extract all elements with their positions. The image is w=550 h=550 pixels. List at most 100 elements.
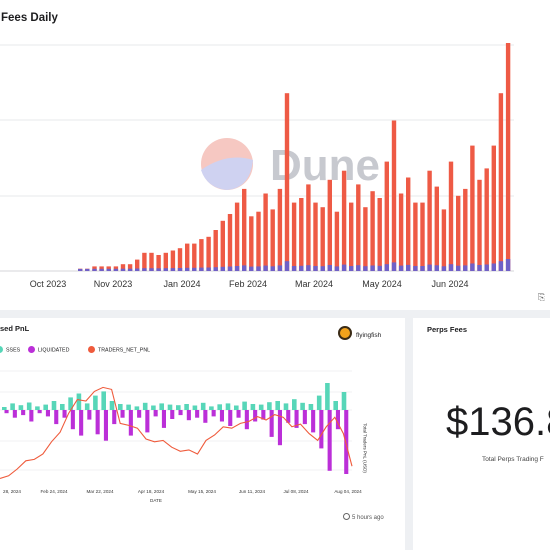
losses-bar xyxy=(217,404,222,410)
liquidated-bar xyxy=(79,410,84,436)
fee-bar xyxy=(370,191,375,271)
losses-bar xyxy=(308,404,314,410)
liquidated-bar xyxy=(203,410,208,423)
liquidated-bar xyxy=(195,410,200,418)
liquidated-bar xyxy=(21,410,26,416)
liquidated-bar xyxy=(128,410,133,436)
fees-x-tick-label: Jun 2024 xyxy=(431,279,468,289)
legend-item-net-pnl[interactable]: TRADERS_NET_PNL xyxy=(88,346,150,354)
losses-bar xyxy=(192,405,198,410)
losses-bar xyxy=(209,406,214,410)
liquidated-bar xyxy=(327,410,332,471)
losses-bar xyxy=(10,403,15,410)
fee-bar xyxy=(92,266,97,271)
fee-bar xyxy=(384,161,389,271)
fee-bar-base xyxy=(106,268,111,271)
fee-bar xyxy=(313,202,318,271)
liquidated-bar xyxy=(70,410,75,430)
fee-bar-base xyxy=(149,268,154,271)
liquidated-bar xyxy=(261,410,266,420)
fee-bar xyxy=(306,184,311,271)
perps-fees-panel xyxy=(413,318,550,550)
liquidated-bar xyxy=(311,410,316,433)
fees-x-ticks: Oct 2023 Nov 2023 Jan 2024 Feb 2024 Mar 2024… xyxy=(30,279,469,289)
fee-bar xyxy=(505,43,511,271)
fee-bar-base xyxy=(263,265,268,271)
pnl-x-tick-label: Jul 08, 2024 xyxy=(283,489,308,494)
losses-bar xyxy=(267,402,272,410)
fee-bar-base xyxy=(220,266,225,271)
fee-bar-base xyxy=(477,265,482,271)
losses-bar xyxy=(167,404,173,410)
pnl-line-group xyxy=(0,386,353,480)
fee-bar xyxy=(320,207,325,271)
pnl-x-tick-label: Apr 18, 2024 xyxy=(138,489,165,494)
liquidated-bar xyxy=(87,410,92,420)
fee-bar xyxy=(491,145,496,271)
fees-x-tick-label: May 2024 xyxy=(362,279,402,289)
fee-bar xyxy=(341,170,347,271)
fee-bar-base xyxy=(448,264,454,271)
updated-timestamp: 5 hours ago xyxy=(343,513,384,521)
fee-bar xyxy=(349,202,354,271)
fee-bar-base xyxy=(370,265,375,271)
losses-bar xyxy=(242,401,247,410)
fee-bar-base xyxy=(391,262,397,271)
fee-bar-base xyxy=(185,267,190,271)
losses-bar xyxy=(292,399,297,410)
pnl-x-tick-label: Jun 11, 2024 xyxy=(239,489,266,494)
fee-bar xyxy=(284,93,290,271)
fees-daily-title: Fees Daily xyxy=(1,12,58,24)
fees-x-tick-label: Jan 2024 xyxy=(163,279,200,289)
fee-bar-base xyxy=(270,266,275,271)
author-name: flyingfish xyxy=(356,332,382,339)
fee-bar-base xyxy=(192,267,197,271)
losses-bar xyxy=(225,403,231,410)
fee-bar xyxy=(206,236,211,271)
liquidated-bar xyxy=(277,410,282,446)
fee-bar xyxy=(185,243,190,271)
fee-bar-base xyxy=(92,268,97,271)
fee-bar xyxy=(327,179,332,271)
fee-bar xyxy=(234,202,240,271)
liquidated-bar xyxy=(37,410,42,414)
liquidated-bar xyxy=(236,410,241,418)
fee-bar-base xyxy=(413,266,418,271)
losses-bar xyxy=(234,405,239,410)
losses-bar xyxy=(316,395,322,410)
fee-bar-base xyxy=(291,266,297,271)
fee-bar-base xyxy=(327,265,332,271)
fee-bar xyxy=(163,252,168,271)
fee-bar xyxy=(220,220,225,271)
losses-bar xyxy=(159,403,164,410)
losses-bar xyxy=(35,406,40,410)
fee-bar-base xyxy=(356,265,361,271)
fee-bar-base xyxy=(313,266,318,271)
fee-bar xyxy=(277,188,283,271)
losses-bar xyxy=(109,401,115,410)
fee-bar xyxy=(448,161,454,271)
fee-bar xyxy=(242,188,247,271)
fee-bar-base xyxy=(242,265,247,271)
fee-bar-base xyxy=(227,266,233,271)
fee-bar xyxy=(470,145,475,271)
fee-bar-base xyxy=(384,264,389,271)
losses-bar xyxy=(26,402,32,410)
fee-bar-base xyxy=(505,259,511,271)
fee-bar xyxy=(398,193,404,271)
fee-bar xyxy=(170,250,176,271)
fees-x-tick-label: Nov 2023 xyxy=(94,279,133,289)
fee-bar xyxy=(149,252,154,271)
legend-item-losses[interactable]: SSES xyxy=(0,346,20,354)
fee-bar-base xyxy=(320,266,325,271)
legend-item-liquidated[interactable]: LIQUIDATED xyxy=(28,346,69,354)
fees-bars xyxy=(78,43,511,271)
fee-bar-base xyxy=(113,268,119,271)
fee-bar-base xyxy=(306,265,311,271)
link-icon[interactable]: ⎘ xyxy=(538,292,546,302)
perps-fees-title: Perps Fees xyxy=(427,325,468,334)
fee-bar xyxy=(156,255,161,271)
fee-bar-base xyxy=(341,264,347,271)
fee-bar xyxy=(498,93,504,271)
author-badge[interactable]: flyingfish xyxy=(338,326,381,340)
